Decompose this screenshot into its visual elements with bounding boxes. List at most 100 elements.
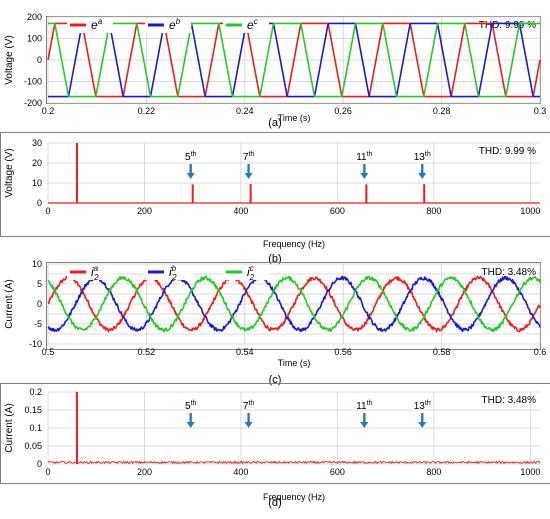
y-tick-label: 5 xyxy=(37,279,42,289)
annotation-label: 11th xyxy=(356,151,372,163)
harmonic-annotation: 5th xyxy=(185,151,197,179)
x-tick-label: 0.5 xyxy=(42,347,55,357)
x-tick-label: 0.22 xyxy=(138,106,156,116)
series-line-a xyxy=(47,22,541,98)
harmonic-annotation: 7th xyxy=(243,151,255,179)
annotation-label: 7th xyxy=(243,400,255,412)
y-tick-label: 100 xyxy=(27,34,42,44)
gridlines xyxy=(47,391,540,465)
x-tick-label: 1000 xyxy=(520,467,540,477)
x-tick-label: 0.2 xyxy=(42,106,55,116)
x-tick-label: 600 xyxy=(330,467,345,477)
x-tick-label: 600 xyxy=(330,206,345,216)
arrow-head-icon xyxy=(186,422,195,428)
x-tick-label: 0.54 xyxy=(236,347,254,357)
chart-frame xyxy=(0,132,550,237)
y-tick-label: 0 xyxy=(37,299,42,309)
x-tick-label: 0 xyxy=(45,467,50,477)
legend-label-c: ic 2 xyxy=(247,264,255,282)
thd-label: THD: 3.48% xyxy=(482,395,537,406)
arrow-head-icon xyxy=(360,422,369,428)
legend-bg xyxy=(223,266,269,280)
chart-b: 0 200 400 600 800 1000 0 10 20 30 Frequency (Hz) Vo… xyxy=(0,132,550,265)
y-tick-label: 10 xyxy=(32,259,42,269)
annotation-label: 5th xyxy=(185,400,197,412)
annotation-label: 13th xyxy=(414,400,431,412)
legend-bg xyxy=(67,19,113,33)
x-tick-label: 0 xyxy=(45,206,50,216)
arrow-head-icon xyxy=(244,422,253,428)
x-axis-label: Time (s) xyxy=(278,113,311,123)
harmonic-annotation: 13th xyxy=(414,151,431,179)
chart-frame xyxy=(46,16,541,104)
x-tick-label: 400 xyxy=(233,467,248,477)
caption: (d) xyxy=(268,497,281,509)
legend-label-b: ib 2 xyxy=(169,264,177,282)
legend-label-a: ea xyxy=(91,17,103,32)
annotation-label: 5th xyxy=(185,151,197,163)
x-tick-label: 400 xyxy=(233,206,248,216)
series-line-b xyxy=(47,275,541,333)
annotation-label: 7th xyxy=(243,151,255,163)
y-tick-label: 0.1 xyxy=(29,423,42,433)
chart-frame xyxy=(0,383,550,484)
series-line-c xyxy=(47,275,541,333)
harmonic-annotation: 13th xyxy=(414,400,431,428)
arrow-head-icon xyxy=(360,173,369,179)
arrow-head-icon xyxy=(418,422,427,428)
arrow-head-icon xyxy=(186,173,195,179)
legend-bg xyxy=(67,266,113,280)
y-axis-label: Voltage (V) xyxy=(4,35,15,84)
arrow-head-icon xyxy=(418,173,427,179)
chart-c: 0.5 0.52 0.54 0.56 0.58 0.6 -10 -5 0 5 10 Time (s) C… xyxy=(4,259,546,386)
x-tick-label: 800 xyxy=(426,467,441,477)
x-axis-label: Frequency (Hz) xyxy=(263,239,325,249)
y-tick-label: -200 xyxy=(24,98,42,108)
series-line-b xyxy=(47,22,541,98)
legend-bg xyxy=(145,19,191,33)
series-line-c xyxy=(47,22,541,98)
legend-label-b: eb xyxy=(169,17,181,32)
legend: ia 2 ib 2 ic 2 xyxy=(67,264,269,282)
x-tick-label: 0.6 xyxy=(534,347,547,357)
y-tick-label: 20 xyxy=(32,158,42,168)
series-line-a xyxy=(47,275,541,333)
y-tick-label: 30 xyxy=(32,138,42,148)
thd-label: THD: 3.48% xyxy=(482,267,537,278)
annotation-label: 11th xyxy=(356,400,372,412)
y-tick-label: -10 xyxy=(29,339,42,349)
y-tick-label: 0 xyxy=(37,198,42,208)
annotation-label: 13th xyxy=(414,151,431,163)
y-tick-label: 0.05 xyxy=(24,441,42,451)
y-tick-label: 200 xyxy=(27,12,42,22)
y-tick-label: 0.15 xyxy=(24,405,42,415)
y-tick-label: 0 xyxy=(37,459,42,469)
legend-label-a: ia 2 xyxy=(91,264,99,282)
noise-floor xyxy=(47,460,541,465)
x-tick-label: 1000 xyxy=(520,206,540,216)
y-axis-label: Voltage (V) xyxy=(4,148,15,197)
caption: (b) xyxy=(268,253,281,265)
y-tick-label: -5 xyxy=(34,319,42,329)
harmonic-annotation: 7th xyxy=(243,400,255,428)
x-tick-label: 0.24 xyxy=(236,106,254,116)
x-axis-label: Frequency (Hz) xyxy=(263,492,325,502)
x-tick-label: 0.56 xyxy=(334,347,352,357)
chart-d: 0 200 400 600 800 1000 0 0.05 0.1 0.15 0.2 Frequenc… xyxy=(0,383,550,509)
y-tick-label: 0 xyxy=(37,55,42,65)
y-axis-label: Current (A) xyxy=(4,403,15,452)
x-tick-label: 0.3 xyxy=(534,106,547,116)
chart-a: 0.2 0.22 0.24 0.26 0.28 0.3 -200 -100 0 100 200 Tim… xyxy=(4,12,546,129)
harmonic-annotation: 11th xyxy=(356,400,373,428)
y-tick-label: -100 xyxy=(24,77,42,87)
legend-label-c: ec xyxy=(247,17,258,32)
gridlines xyxy=(47,142,540,204)
caption: (c) xyxy=(269,374,282,386)
caption: (a) xyxy=(268,117,281,129)
harmonic-annotation: 11th xyxy=(356,151,373,179)
x-tick-label: 0.26 xyxy=(334,106,352,116)
y-axis-label: Current (A) xyxy=(4,279,15,328)
legend-bg xyxy=(223,19,269,33)
thd-label: THD: 9.99 % xyxy=(479,146,536,157)
